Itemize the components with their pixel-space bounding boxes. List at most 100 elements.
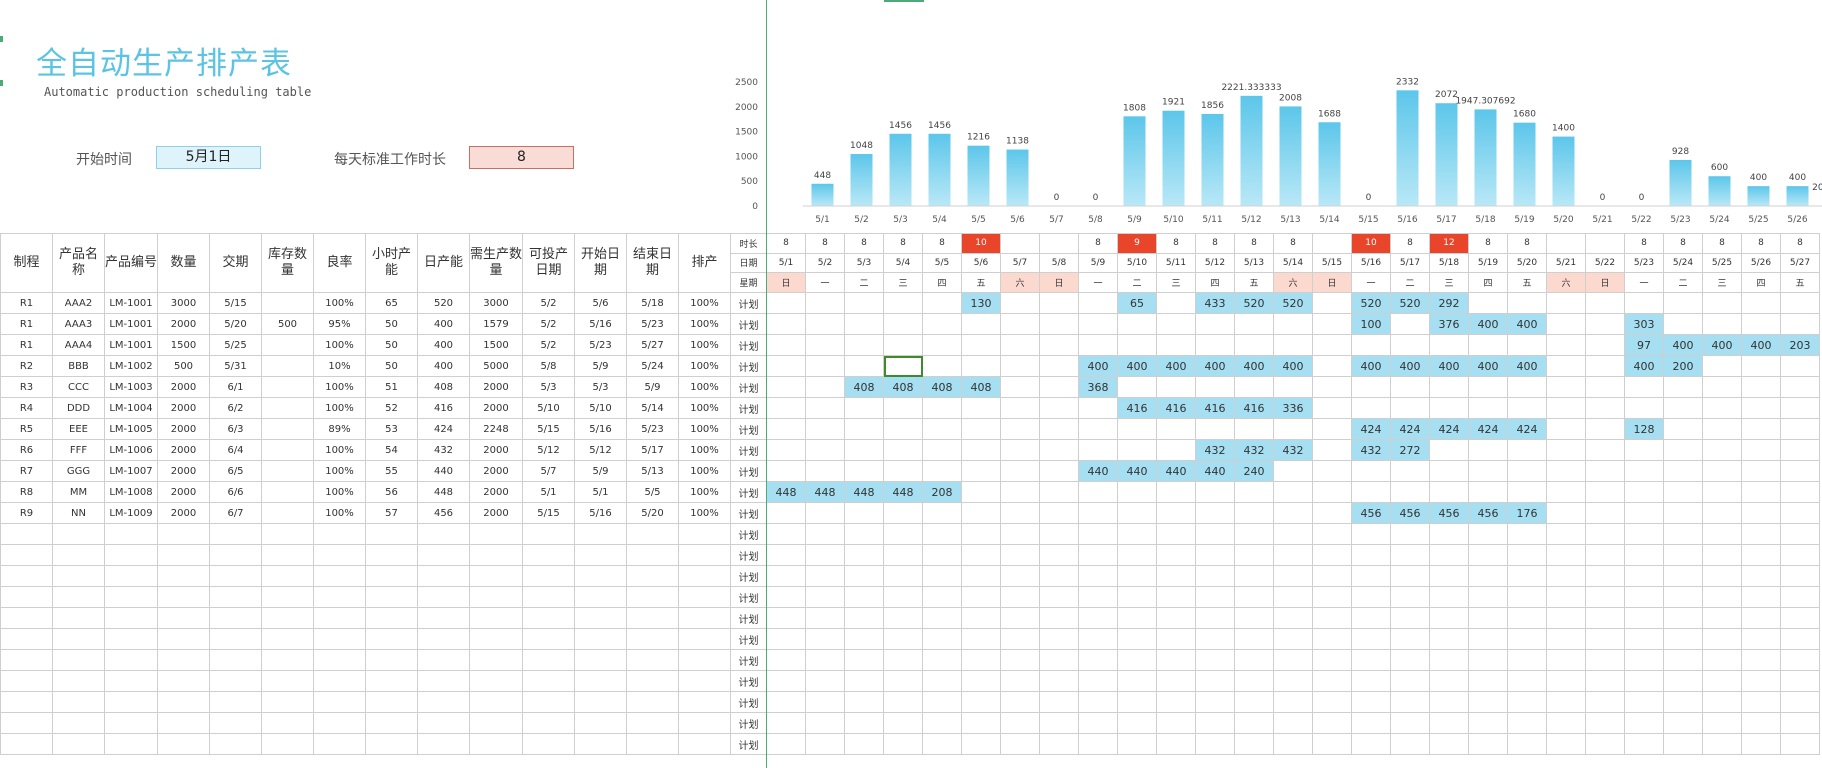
cell-name[interactable]: BBB (52, 355, 105, 377)
cell-empty[interactable] (522, 733, 575, 755)
plan-cell[interactable] (1624, 712, 1664, 734)
plan-cell[interactable] (1507, 439, 1547, 461)
plan-cell[interactable] (1507, 649, 1547, 671)
plan-cell[interactable] (1663, 502, 1703, 524)
plan-cell[interactable] (883, 691, 923, 713)
cell-qty[interactable]: 500 (157, 355, 210, 377)
cell-empty[interactable] (157, 733, 210, 755)
cell-empty[interactable] (417, 544, 470, 566)
plan-cell[interactable] (1039, 733, 1079, 755)
plan-cell[interactable] (1429, 565, 1469, 587)
cell-empty[interactable] (157, 628, 210, 650)
plan-cell[interactable] (805, 649, 845, 671)
plan-cell[interactable] (1780, 628, 1820, 650)
cell-empty[interactable] (365, 565, 418, 587)
cell-empty[interactable] (417, 523, 470, 545)
cell-empty[interactable] (469, 628, 523, 650)
plan-cell[interactable] (1429, 544, 1469, 566)
plan-cell[interactable] (961, 544, 1001, 566)
plan-cell[interactable] (1741, 691, 1781, 713)
plan-cell[interactable] (1156, 439, 1196, 461)
cell-yield[interactable]: 10% (313, 355, 366, 377)
plan-cell[interactable] (922, 439, 962, 461)
cell-empty[interactable] (574, 607, 627, 629)
cell-empty[interactable] (209, 712, 262, 734)
cell-due[interactable]: 6/7 (209, 502, 262, 524)
plan-cell[interactable] (1078, 397, 1118, 419)
plan-cell[interactable] (805, 460, 845, 482)
plan-cell[interactable] (1234, 670, 1274, 692)
cell-code[interactable]: LM-1009 (104, 502, 158, 524)
plan-cell[interactable] (1195, 523, 1235, 545)
cell-empty[interactable] (678, 586, 731, 608)
cell-yield[interactable]: 100% (313, 376, 366, 398)
cell-yield[interactable]: 100% (313, 502, 366, 524)
plan-cell[interactable] (1000, 460, 1040, 482)
plan-cell[interactable] (766, 292, 806, 314)
plan-cell[interactable]: 65 (1117, 292, 1157, 314)
plan-cell[interactable] (1312, 691, 1352, 713)
plan-cell[interactable] (805, 502, 845, 524)
plan-cell[interactable] (1039, 670, 1079, 692)
plan-cell[interactable] (1624, 439, 1664, 461)
plan-cell[interactable] (922, 691, 962, 713)
cell-start[interactable]: 5/23 (574, 334, 627, 356)
plan-cell[interactable] (1546, 292, 1586, 314)
plan-cell[interactable] (1039, 376, 1079, 398)
plan-cell[interactable] (1507, 628, 1547, 650)
plan-cell[interactable] (1780, 565, 1820, 587)
cell-code[interactable]: LM-1003 (104, 376, 158, 398)
plan-cell[interactable]: 400 (1156, 355, 1196, 377)
cell-end[interactable]: 5/18 (626, 292, 679, 314)
cell-empty[interactable] (522, 691, 575, 713)
cell-code[interactable]: LM-1005 (104, 418, 158, 440)
plan-cell[interactable]: 376 (1429, 313, 1469, 335)
cell-end[interactable]: 5/13 (626, 460, 679, 482)
plan-cell[interactable] (1780, 523, 1820, 545)
plan-cell[interactable] (766, 607, 806, 629)
plan-cell[interactable] (766, 376, 806, 398)
plan-cell[interactable] (1117, 481, 1157, 503)
plan-cell[interactable] (1078, 649, 1118, 671)
plan-cell[interactable] (1000, 733, 1040, 755)
plan-cell[interactable] (1507, 376, 1547, 398)
plan-cell[interactable] (1390, 733, 1430, 755)
daily-hours-cell[interactable]: 8 (1624, 233, 1664, 254)
cell-avail[interactable]: 5/7 (522, 460, 575, 482)
cell-empty[interactable] (104, 544, 158, 566)
plan-cell[interactable] (1117, 628, 1157, 650)
plan-cell[interactable] (1117, 733, 1157, 755)
plan-cell[interactable] (766, 691, 806, 713)
weekday-cell[interactable]: 二 (1117, 272, 1157, 293)
plan-cell[interactable] (922, 502, 962, 524)
plan-cell[interactable] (1663, 691, 1703, 713)
plan-cell[interactable] (1000, 502, 1040, 524)
plan-cell[interactable] (1546, 628, 1586, 650)
weekday-cell[interactable]: 四 (922, 272, 962, 293)
plan-cell[interactable] (766, 628, 806, 650)
plan-cell[interactable] (766, 670, 806, 692)
plan-cell[interactable] (844, 628, 884, 650)
cell-qty[interactable]: 2000 (157, 481, 210, 503)
plan-cell[interactable] (1117, 418, 1157, 440)
plan-cell[interactable] (1312, 313, 1352, 335)
plan-cell[interactable] (922, 649, 962, 671)
plan-cell[interactable] (1624, 649, 1664, 671)
plan-cell[interactable] (1663, 712, 1703, 734)
cell-empty[interactable] (261, 628, 314, 650)
cell-empty[interactable] (417, 586, 470, 608)
plan-cell[interactable] (1078, 670, 1118, 692)
cell-stock[interactable] (261, 292, 314, 314)
cell-empty[interactable] (469, 712, 523, 734)
cell-empty[interactable] (365, 628, 418, 650)
cell-empty[interactable] (522, 565, 575, 587)
plan-cell[interactable] (1507, 397, 1547, 419)
plan-cell[interactable] (1234, 649, 1274, 671)
plan-cell[interactable] (1741, 292, 1781, 314)
plan-cell[interactable] (922, 670, 962, 692)
plan-cell[interactable] (1273, 670, 1313, 692)
plan-cell[interactable] (1741, 481, 1781, 503)
plan-cell[interactable] (1312, 712, 1352, 734)
plan-cell[interactable]: 130 (961, 292, 1001, 314)
plan-cell[interactable]: 456 (1429, 502, 1469, 524)
